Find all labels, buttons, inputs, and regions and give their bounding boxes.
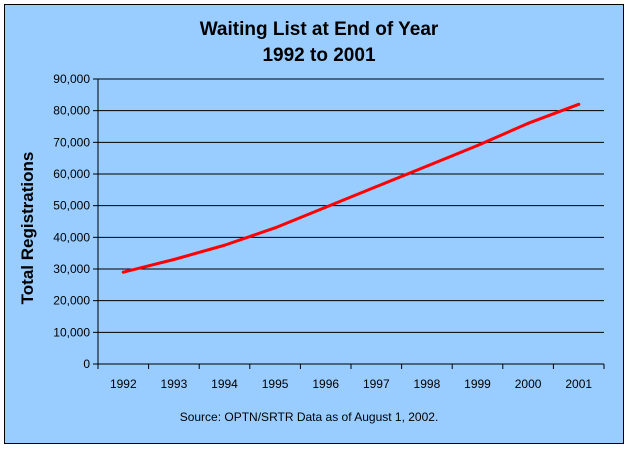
y-tick-labels: 0 10,000 20,000 30,000 40,000 50,000 60,000 70,… bbox=[53, 72, 90, 371]
x-tick-label-1995: 1995 bbox=[262, 377, 289, 391]
x-tick-label-1997: 1997 bbox=[363, 377, 390, 391]
y-tick-label-60000: 60,000 bbox=[53, 167, 90, 181]
series-line-0 bbox=[121, 102, 581, 274]
chart-title-line-1: Waiting List at End of Year bbox=[200, 19, 439, 40]
x-tick-label-1999: 1999 bbox=[464, 377, 491, 391]
y-tick-label-10000: 10,000 bbox=[53, 325, 90, 339]
y-tick-label-90000: 90,000 bbox=[53, 72, 90, 86]
x-tick-label-1992: 1992 bbox=[110, 377, 137, 391]
data-point-1998 bbox=[425, 164, 429, 168]
x-tick-labels: 1992 1993 1994 1995 1996 1997 1998 1999 2000 2001 bbox=[110, 377, 592, 391]
x-tick-label-1994: 1994 bbox=[211, 377, 238, 391]
source-note: Source: OPTN/SRTR Data as of August 1, 2… bbox=[180, 410, 439, 424]
y-axis-label: Total Registrations bbox=[18, 152, 37, 305]
y-tick-label-20000: 20,000 bbox=[53, 294, 90, 308]
series bbox=[121, 102, 581, 274]
chart-title-line-2: 1992 to 2001 bbox=[262, 45, 375, 66]
y-tick-label-0: 0 bbox=[83, 357, 90, 371]
data-point-1994 bbox=[223, 243, 226, 247]
data-point-1995 bbox=[273, 226, 277, 230]
data-point-1999 bbox=[476, 144, 479, 147]
chart-frame: Waiting List at End of Year 1992 to 2001… bbox=[4, 4, 624, 444]
data-point-2000 bbox=[526, 121, 530, 125]
data-point-2001 bbox=[577, 102, 581, 106]
y-tick-label-40000: 40,000 bbox=[53, 230, 90, 244]
x-tick-label-1996: 1996 bbox=[312, 377, 339, 391]
data-point-1996 bbox=[324, 205, 328, 209]
gridlines bbox=[98, 78, 604, 333]
x-tick-label-1993: 1993 bbox=[161, 377, 188, 391]
y-tick-label-70000: 70,000 bbox=[53, 135, 90, 149]
line-chart: Waiting List at End of Year 1992 to 2001… bbox=[18, 19, 605, 424]
x-tick-label-1998: 1998 bbox=[414, 377, 441, 391]
x-tick-label-2001: 2001 bbox=[565, 377, 592, 391]
axes bbox=[93, 78, 605, 369]
y-tick-label-80000: 80,000 bbox=[53, 104, 90, 118]
y-tick-label-30000: 30,000 bbox=[53, 262, 90, 276]
data-point-1993 bbox=[172, 258, 176, 261]
data-point-1997 bbox=[374, 185, 378, 189]
y-tick-label-50000: 50,000 bbox=[53, 199, 90, 213]
x-tick-label-2000: 2000 bbox=[515, 377, 542, 391]
data-point-1992 bbox=[121, 270, 125, 274]
